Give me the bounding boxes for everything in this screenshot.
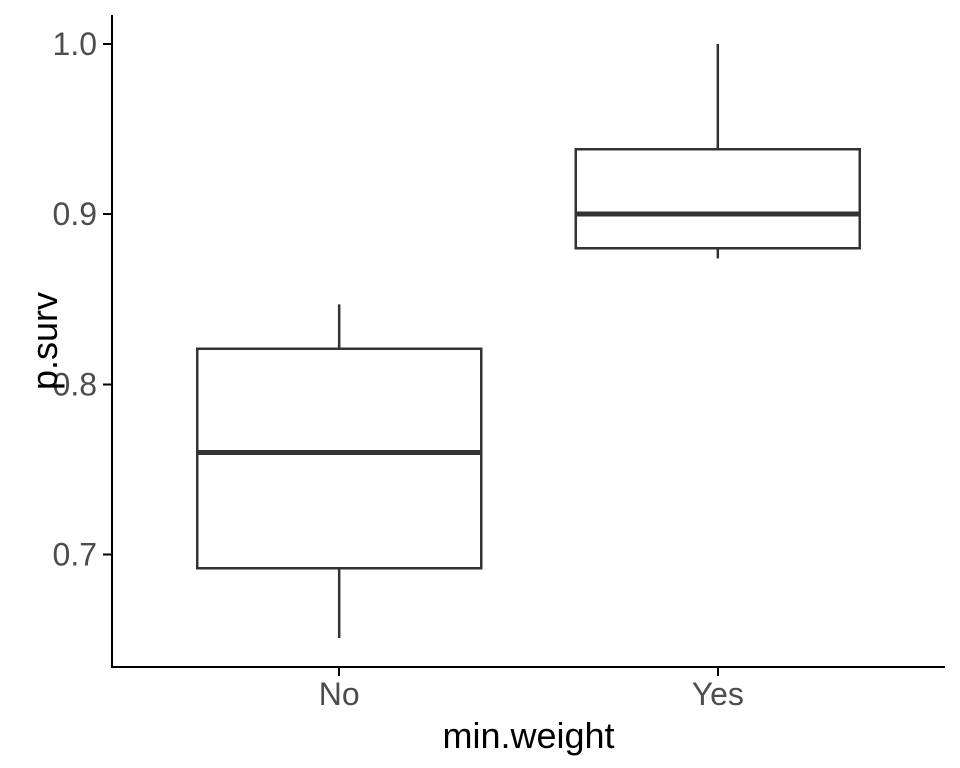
- y-axis-title: p.surv: [24, 292, 65, 390]
- y-tick-label: 0.8: [53, 366, 97, 402]
- box-group-no: [195, 304, 483, 639]
- y-tick-label: 0.9: [53, 196, 97, 232]
- x-tick-label: Yes: [692, 676, 744, 712]
- x-tick-label: No: [319, 676, 360, 712]
- x-axis-title: min.weight: [442, 715, 614, 756]
- box-group-yes: [574, 43, 862, 259]
- iqr-box: [195, 347, 483, 570]
- y-tick-label: 0.7: [53, 537, 97, 573]
- iqr-box: [574, 148, 862, 250]
- y-tick-label: 1.0: [53, 26, 97, 62]
